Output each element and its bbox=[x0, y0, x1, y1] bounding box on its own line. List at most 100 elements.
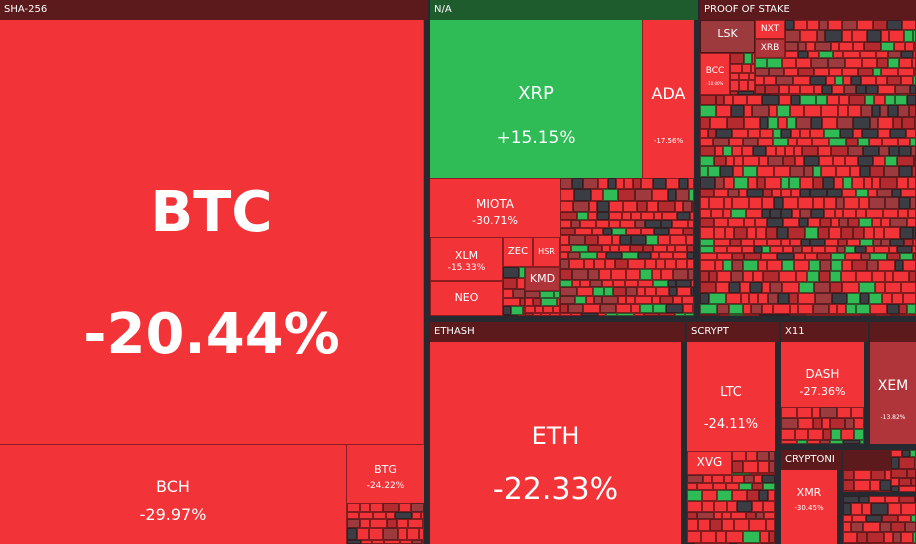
small-coin-cell[interactable] bbox=[750, 282, 762, 293]
small-coin-cell[interactable] bbox=[893, 532, 901, 543]
small-coin-cell[interactable] bbox=[839, 42, 853, 51]
small-coin-cell[interactable] bbox=[726, 531, 743, 543]
small-coin-cell[interactable] bbox=[742, 64, 751, 73]
small-coin-cell[interactable] bbox=[868, 189, 877, 197]
small-coin-cell[interactable] bbox=[573, 201, 589, 212]
small-coin-cell[interactable] bbox=[701, 531, 716, 543]
small-coin-cell[interactable] bbox=[731, 512, 746, 519]
small-coin-cell[interactable] bbox=[755, 85, 765, 94]
small-coin-cell[interactable] bbox=[560, 228, 575, 235]
small-coin-cell[interactable] bbox=[754, 239, 767, 246]
small-coin-cell[interactable] bbox=[783, 218, 799, 227]
small-coin-cell[interactable] bbox=[879, 146, 889, 156]
small-coin-cell[interactable] bbox=[687, 252, 694, 259]
small-coin-cell[interactable] bbox=[833, 51, 843, 58]
small-coin-cell[interactable] bbox=[710, 519, 722, 531]
small-coin-cell[interactable] bbox=[841, 429, 854, 440]
small-coin-cell[interactable] bbox=[812, 138, 829, 146]
small-coin-cell[interactable] bbox=[861, 253, 870, 260]
small-coin-cell[interactable] bbox=[777, 227, 788, 239]
small-coin-cell[interactable] bbox=[611, 269, 626, 280]
small-coin-cell[interactable] bbox=[842, 189, 856, 197]
small-coin-cell[interactable] bbox=[743, 166, 757, 177]
small-coin-cell[interactable] bbox=[867, 532, 884, 543]
small-coin-cell[interactable] bbox=[372, 540, 384, 544]
small-coin-cell[interactable] bbox=[800, 189, 810, 197]
small-coin-cell[interactable] bbox=[634, 313, 644, 316]
small-coin-cell[interactable] bbox=[715, 146, 723, 156]
small-coin-cell[interactable] bbox=[790, 105, 804, 117]
small-coin-cell[interactable] bbox=[383, 528, 398, 540]
small-coin-cell[interactable] bbox=[581, 313, 598, 316]
small-coin-cell[interactable] bbox=[708, 129, 716, 138]
small-coin-cell[interactable] bbox=[884, 166, 899, 177]
small-coin-cell[interactable] bbox=[612, 235, 620, 245]
small-coin-cell[interactable] bbox=[709, 293, 726, 304]
small-coin-cell[interactable] bbox=[908, 209, 916, 218]
small-coin-cell[interactable] bbox=[831, 429, 841, 440]
small-coin-cell[interactable] bbox=[808, 51, 819, 58]
small-coin-cell[interactable] bbox=[872, 218, 881, 227]
small-coin-cell[interactable] bbox=[769, 68, 784, 76]
small-coin-cell[interactable] bbox=[788, 138, 797, 146]
small-coin-cell[interactable] bbox=[626, 287, 637, 296]
coin-tile-kmd[interactable]: KMD bbox=[525, 267, 560, 291]
small-coin-cell[interactable] bbox=[870, 480, 880, 491]
small-coin-cell[interactable] bbox=[791, 129, 800, 138]
small-coin-cell[interactable] bbox=[625, 280, 638, 287]
small-coin-cell[interactable] bbox=[825, 30, 842, 42]
small-coin-cell[interactable] bbox=[676, 189, 689, 201]
small-coin-cell[interactable] bbox=[715, 177, 724, 189]
group-header-scrypt[interactable]: SCRYPT bbox=[687, 322, 779, 342]
small-coin-cell[interactable] bbox=[843, 522, 851, 532]
small-coin-cell[interactable] bbox=[843, 503, 851, 515]
small-coin-cell[interactable] bbox=[881, 218, 890, 227]
small-coin-cell[interactable] bbox=[757, 451, 769, 461]
small-coin-cell[interactable] bbox=[773, 473, 775, 475]
small-coin-cell[interactable] bbox=[753, 146, 766, 156]
small-coin-cell[interactable] bbox=[357, 528, 369, 540]
small-coin-cell[interactable] bbox=[885, 271, 893, 282]
small-coin-cell[interactable] bbox=[900, 253, 913, 260]
small-coin-cell[interactable] bbox=[631, 212, 641, 220]
small-coin-cell[interactable] bbox=[907, 469, 916, 478]
small-coin-cell[interactable] bbox=[810, 129, 824, 138]
small-coin-cell[interactable] bbox=[854, 418, 864, 429]
small-coin-cell[interactable] bbox=[687, 483, 697, 490]
small-coin-cell[interactable] bbox=[838, 239, 847, 246]
small-coin-cell[interactable] bbox=[615, 259, 628, 269]
small-coin-cell[interactable] bbox=[742, 146, 753, 156]
small-coin-cell[interactable] bbox=[821, 105, 838, 117]
small-coin-cell[interactable] bbox=[772, 189, 781, 197]
small-coin-cell[interactable] bbox=[641, 178, 653, 189]
small-coin-cell[interactable] bbox=[714, 501, 727, 512]
small-coin-cell[interactable] bbox=[583, 178, 598, 189]
small-coin-cell[interactable] bbox=[541, 313, 550, 316]
small-coin-cell[interactable] bbox=[893, 271, 909, 282]
small-coin-cell[interactable] bbox=[673, 296, 682, 304]
small-coin-cell[interactable] bbox=[550, 313, 560, 316]
small-coin-cell[interactable] bbox=[637, 287, 645, 296]
small-coin-cell[interactable] bbox=[575, 228, 592, 235]
small-coin-cell[interactable] bbox=[598, 235, 612, 245]
small-coin-cell[interactable] bbox=[592, 228, 603, 235]
small-coin-cell[interactable] bbox=[853, 227, 864, 239]
small-coin-cell[interactable] bbox=[814, 85, 822, 94]
small-coin-cell[interactable] bbox=[762, 475, 775, 483]
small-coin-cell[interactable] bbox=[617, 313, 634, 316]
small-coin-cell[interactable] bbox=[816, 95, 827, 105]
small-coin-cell[interactable] bbox=[541, 298, 557, 306]
small-coin-cell[interactable] bbox=[850, 166, 860, 177]
small-coin-cell[interactable] bbox=[787, 117, 796, 129]
small-coin-cell[interactable] bbox=[845, 253, 861, 260]
small-coin-cell[interactable] bbox=[816, 314, 824, 316]
small-coin-cell[interactable] bbox=[737, 501, 752, 512]
small-coin-cell[interactable] bbox=[734, 177, 748, 189]
small-coin-cell[interactable] bbox=[743, 260, 758, 271]
small-coin-cell[interactable] bbox=[866, 209, 883, 218]
small-coin-cell[interactable] bbox=[873, 20, 887, 30]
small-coin-cell[interactable] bbox=[523, 306, 525, 315]
small-coin-cell[interactable] bbox=[503, 315, 518, 316]
small-coin-cell[interactable] bbox=[422, 540, 424, 544]
small-coin-cell[interactable] bbox=[700, 177, 715, 189]
